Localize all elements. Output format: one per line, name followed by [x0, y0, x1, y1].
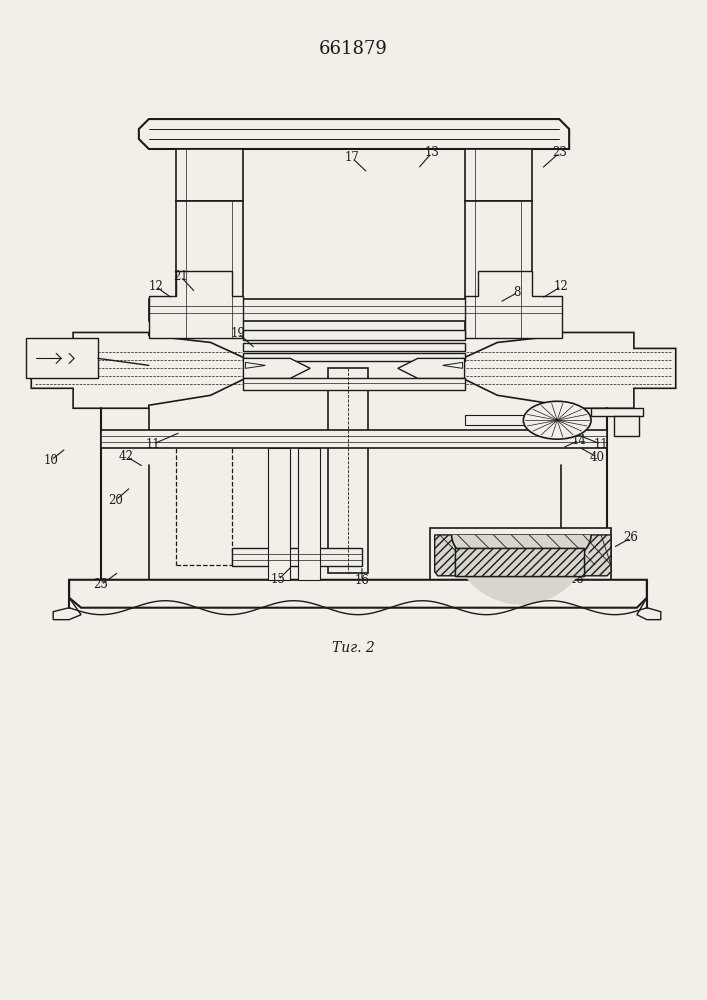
Bar [455, 548, 584, 576]
Text: 23: 23 [551, 146, 566, 159]
Text: 16: 16 [354, 574, 369, 587]
Text: 19: 19 [231, 327, 246, 340]
Text: 12: 12 [148, 280, 163, 293]
Polygon shape [443, 362, 462, 368]
Bar [26, 338, 98, 378]
Text: 13: 13 [424, 146, 439, 159]
Text: 8: 8 [514, 286, 521, 299]
Text: 11: 11 [146, 438, 160, 451]
Polygon shape [148, 271, 243, 338]
Wedge shape [452, 535, 591, 605]
Text: 18: 18 [570, 573, 585, 586]
Text: Τиг. 2: Τиг. 2 [332, 641, 375, 655]
Polygon shape [245, 358, 280, 378]
Bar [243, 378, 464, 390]
Polygon shape [69, 580, 647, 608]
Text: 20: 20 [108, 494, 124, 507]
Bar [243, 353, 464, 361]
Bar [328, 368, 368, 573]
Text: 17: 17 [344, 151, 359, 164]
Text: 21: 21 [173, 270, 188, 283]
Bar [243, 330, 464, 340]
Bar [269, 448, 291, 580]
Polygon shape [435, 535, 611, 576]
Text: 661879: 661879 [319, 40, 387, 58]
Text: 25: 25 [93, 578, 108, 591]
Bar [233, 548, 362, 566]
Polygon shape [139, 119, 569, 149]
Text: 14: 14 [572, 434, 587, 447]
Text: 15: 15 [271, 573, 286, 586]
Polygon shape [398, 358, 464, 378]
Bar [591, 408, 643, 416]
Text: 12: 12 [554, 280, 568, 293]
Polygon shape [243, 358, 310, 378]
Bar [298, 448, 320, 580]
Polygon shape [464, 271, 562, 338]
Bar [464, 415, 556, 425]
Bar [455, 548, 584, 576]
Polygon shape [245, 362, 265, 368]
Bar [101, 430, 607, 448]
Bar [430, 528, 611, 580]
Text: 40: 40 [590, 451, 604, 464]
Polygon shape [462, 332, 676, 408]
Polygon shape [637, 598, 661, 620]
Text: 11: 11 [594, 438, 609, 451]
Bar [243, 343, 464, 351]
Bar [176, 149, 243, 201]
Bar [464, 201, 532, 338]
Ellipse shape [523, 401, 591, 439]
Text: 10: 10 [44, 454, 59, 467]
Polygon shape [428, 358, 462, 378]
Text: 26: 26 [624, 531, 638, 544]
Text: 42: 42 [119, 450, 134, 463]
Polygon shape [31, 332, 245, 408]
Bar [464, 149, 532, 201]
Bar [176, 201, 243, 338]
Polygon shape [53, 598, 81, 620]
Bar [148, 299, 562, 320]
Bar [614, 416, 639, 436]
